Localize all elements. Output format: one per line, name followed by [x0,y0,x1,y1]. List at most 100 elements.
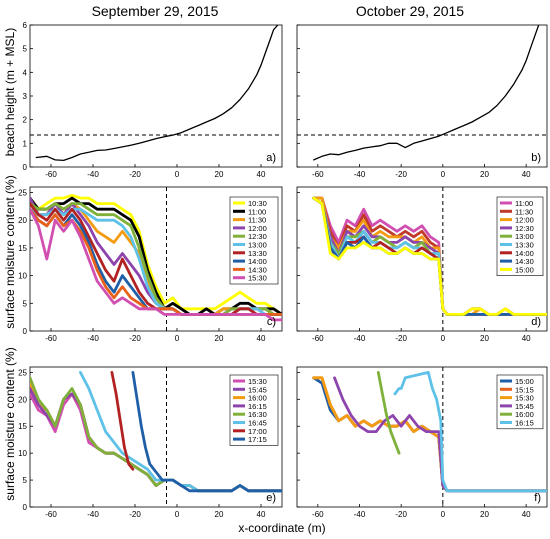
legend-label: 14:30 [515,257,534,266]
y-axis-label-moisture-middle: surface moisture content (%) [3,175,17,328]
x-tick-label: 40 [522,170,531,179]
legend-box [496,374,544,430]
x-tick-label: 40 [522,510,531,519]
y-axis-label-moisture-bottom: surface moisture content (%) [3,347,17,500]
x-tick-label: -20 [395,170,407,179]
panel-label: c) [267,316,276,328]
x-tick-label: 20 [480,510,489,519]
series-line-1600 [376,370,401,455]
y-tick-label: 15 [18,422,27,431]
legend-label: 14:00 [515,249,534,258]
x-tick-label: 20 [215,510,224,519]
plot-frame [29,24,283,168]
legend-label: 16:15 [248,402,267,411]
x-tick-label: -20 [395,334,407,343]
legend-label: 11:00 [248,207,266,216]
legend-label: 15:30 [515,394,534,403]
x-tick-label: -40 [87,510,99,519]
legend-label: 15:30 [248,274,267,283]
x-tick-label: -20 [395,510,407,519]
legend-label: 15:00 [515,265,534,274]
x-tick-label: -60 [45,334,57,343]
y-tick-label: 0 [23,327,28,336]
legend-label: 14:00 [248,257,267,266]
y-tick-label: 25 [18,368,27,377]
plot-data [297,25,547,161]
legend-label: 13:00 [515,232,534,241]
plot-data [30,367,282,507]
x-tick-label: 20 [215,170,224,179]
x-tick-label: -60 [312,334,324,343]
legend-label: 11:00 [515,199,533,208]
series-line-1615 [393,370,547,493]
x-tick-label: -60 [45,510,57,519]
x-tick-label: -20 [129,170,141,179]
series-line-1500 [312,196,547,316]
x-tick-label: 40 [257,170,266,179]
y-tick-label: 10 [18,449,27,458]
legend-box [229,374,279,446]
column-title-september: September 29, 2015 [92,3,219,19]
x-tick-label: -40 [354,170,366,179]
x-tick-label: -60 [312,170,324,179]
y-tick-label: 20 [18,395,27,404]
series-line-1700 [110,370,135,471]
series-line-1530 [30,207,282,322]
x-tick-label: -60 [45,170,57,179]
legend-label: 17:00 [248,427,267,436]
legend-label: 14:30 [248,265,267,274]
panel-label: a) [266,152,276,164]
panel-label: d) [531,316,541,328]
legend-label: 17:15 [248,435,267,444]
x-tick-label: -40 [87,334,99,343]
y-tick-label: 20 [18,216,27,225]
y-tick-label: 4 [23,68,28,77]
legend-label: 11:30 [248,216,266,225]
x-tick-label: 0 [441,170,446,179]
x-tick-label: 20 [215,334,224,343]
y-tick-label: 5 [23,45,28,54]
plot-data [30,187,282,331]
y-tick-label: 6 [23,21,28,30]
x-tick-label: -60 [312,510,324,519]
legend-label: 15:30 [248,377,267,386]
y-tick-label: 1 [23,139,28,148]
x-tick-label: 0 [441,510,446,519]
plot-data [312,187,547,331]
plot-frame [296,24,548,168]
legend-label: 12:00 [248,224,267,233]
series-line-profile [35,25,279,162]
y-tick-label: 25 [18,189,27,198]
x-tick-label: -40 [354,334,366,343]
panel-label: e) [266,492,276,504]
x-tick-label: 40 [257,510,266,519]
series-line-1715 [131,370,282,493]
y-tick-label: 0 [23,503,28,512]
x-tick-label: 0 [175,170,180,179]
legend-label: 15:45 [248,385,267,394]
legend-label: 16:30 [248,410,267,419]
legend-label: 13:30 [515,241,534,250]
y-tick-label: 0 [23,163,28,172]
y-tick-label: 5 [23,476,28,485]
panel-c: -60 -40 -20 0 20 40 0 5 10 15 20 25 c) 10:3011:0011:3… [18,186,283,343]
plot-data [312,367,547,507]
x-tick-label: -40 [354,510,366,519]
x-tick-label: 40 [522,334,531,343]
legend-label: 16:15 [515,419,534,428]
legend-label: 15:45 [515,402,534,411]
legend-label: 15:15 [515,385,534,394]
y-tick-label: 10 [18,272,27,281]
plot-data [30,25,282,162]
panel-label: f) [534,492,541,504]
x-tick-label: 20 [480,170,489,179]
panel-d: -60 -40 -20 0 20 40d) 11:0011:3012:0012:3013:0… [296,186,548,343]
y-tick-label: 2 [23,116,28,125]
x-tick-label: 20 [480,334,489,343]
panel-e: -60 -40 -20 0 20 40 0 5 10 15 20 25 e) 15:3015:4516:0… [18,366,283,519]
series-line-1030 [30,193,282,316]
x-axis-label: x-coordinate (m) [238,521,325,535]
x-tick-label: -20 [129,510,141,519]
